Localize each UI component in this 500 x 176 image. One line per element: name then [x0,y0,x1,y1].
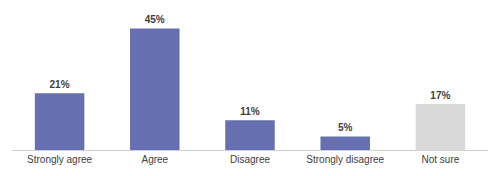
svg-text:11%: 11% [240,106,260,117]
svg-text:Strongly disagree: Strongly disagree [306,154,384,165]
svg-text:Disagree: Disagree [230,154,270,165]
svg-text:21%: 21% [50,79,70,90]
svg-text:Strongly agree: Strongly agree [27,154,92,165]
svg-text:Not sure: Not sure [422,154,460,165]
svg-text:45%: 45% [145,14,165,25]
svg-text:Agree: Agree [141,154,168,165]
svg-text:5%: 5% [338,122,353,133]
svg-text:17%: 17% [430,90,450,101]
